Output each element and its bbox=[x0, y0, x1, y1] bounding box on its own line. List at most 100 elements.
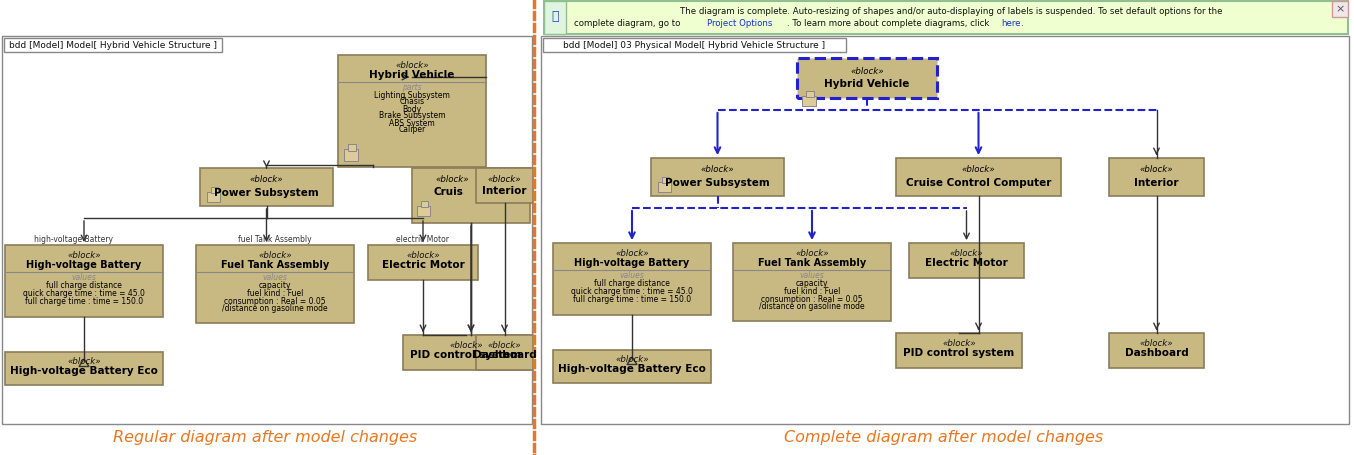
Text: Hybrid Vehicle: Hybrid Vehicle bbox=[825, 79, 910, 89]
FancyBboxPatch shape bbox=[1109, 158, 1204, 196]
Text: Interior: Interior bbox=[1135, 178, 1179, 188]
Text: .: . bbox=[1020, 19, 1022, 27]
FancyBboxPatch shape bbox=[368, 245, 478, 280]
Text: High-voltage Battery: High-voltage Battery bbox=[574, 258, 689, 268]
Text: High-voltage Battery Eco: High-voltage Battery Eco bbox=[9, 365, 158, 375]
Text: Electric Motor: Electric Motor bbox=[382, 259, 464, 269]
Text: Cruis: Cruis bbox=[433, 187, 463, 197]
FancyBboxPatch shape bbox=[543, 38, 846, 52]
FancyBboxPatch shape bbox=[5, 352, 162, 385]
FancyBboxPatch shape bbox=[733, 243, 891, 321]
FancyBboxPatch shape bbox=[4, 38, 222, 52]
Text: capacity: capacity bbox=[259, 282, 291, 290]
Text: «block»: «block» bbox=[949, 248, 983, 258]
FancyBboxPatch shape bbox=[477, 168, 533, 203]
Text: «block»: «block» bbox=[395, 61, 429, 70]
Text: Fuel Tank Assembly: Fuel Tank Assembly bbox=[758, 258, 867, 268]
Text: «block»: «block» bbox=[942, 339, 976, 348]
FancyBboxPatch shape bbox=[658, 182, 672, 192]
Text: fuel kind : Fuel: fuel kind : Fuel bbox=[784, 287, 841, 296]
Text: electric Motor: electric Motor bbox=[397, 234, 450, 243]
Text: values: values bbox=[263, 273, 287, 283]
Text: Chasis: Chasis bbox=[399, 97, 425, 106]
FancyBboxPatch shape bbox=[1, 36, 532, 424]
FancyBboxPatch shape bbox=[542, 36, 1349, 424]
FancyBboxPatch shape bbox=[338, 55, 486, 167]
Text: PID control system: PID control system bbox=[410, 349, 521, 359]
Text: full charge time : time = 150.0: full charge time : time = 150.0 bbox=[573, 294, 691, 303]
Text: ⓘ: ⓘ bbox=[551, 10, 559, 24]
FancyBboxPatch shape bbox=[344, 149, 357, 161]
FancyBboxPatch shape bbox=[651, 158, 784, 196]
Text: quick charge time : time = 45.0: quick charge time : time = 45.0 bbox=[23, 289, 145, 298]
Text: bdd [Model] 03 Physical Model[ Hybrid Vehicle Structure ]: bdd [Model] 03 Physical Model[ Hybrid Ve… bbox=[563, 40, 825, 50]
FancyBboxPatch shape bbox=[200, 168, 333, 206]
Text: bdd [Model] Model[ Hybrid Vehicle Structure ]: bdd [Model] Model[ Hybrid Vehicle Struct… bbox=[9, 40, 217, 50]
Text: High-voltage Battery Eco: High-voltage Battery Eco bbox=[558, 364, 705, 374]
Text: Dashboard: Dashboard bbox=[1125, 348, 1189, 358]
Text: High-voltage Battery: High-voltage Battery bbox=[26, 260, 142, 270]
FancyBboxPatch shape bbox=[544, 1, 1349, 34]
Text: ×: × bbox=[1335, 4, 1345, 14]
FancyBboxPatch shape bbox=[421, 201, 428, 207]
FancyBboxPatch shape bbox=[1109, 333, 1204, 368]
Text: «block»: «block» bbox=[259, 251, 292, 259]
FancyBboxPatch shape bbox=[1332, 1, 1349, 17]
Text: Brake Subsystem: Brake Subsystem bbox=[379, 111, 445, 121]
Text: Interior: Interior bbox=[482, 186, 527, 196]
Text: fuel kind : Fuel: fuel kind : Fuel bbox=[246, 289, 303, 298]
Text: Body: Body bbox=[402, 105, 421, 113]
Text: fuel Tank Assembly: fuel Tank Assembly bbox=[238, 234, 311, 243]
Text: The diagram is complete. Auto-resizing of shapes and/or auto-displaying of label: The diagram is complete. Auto-resizing o… bbox=[680, 6, 1223, 15]
Text: «block»: «block» bbox=[1140, 166, 1174, 175]
Text: «block»: «block» bbox=[1140, 339, 1174, 348]
Text: high-voltage Battery: high-voltage Battery bbox=[34, 234, 114, 243]
FancyBboxPatch shape bbox=[798, 58, 937, 98]
FancyBboxPatch shape bbox=[806, 91, 814, 97]
Text: parts: parts bbox=[402, 84, 422, 92]
Text: «block»: «block» bbox=[68, 358, 100, 366]
FancyBboxPatch shape bbox=[909, 243, 1024, 278]
FancyBboxPatch shape bbox=[403, 335, 529, 370]
Text: Complete diagram after model changes: Complete diagram after model changes bbox=[784, 430, 1104, 445]
Text: PID control system: PID control system bbox=[903, 348, 1014, 358]
Text: Power Subsystem: Power Subsystem bbox=[214, 188, 320, 198]
FancyBboxPatch shape bbox=[552, 243, 711, 315]
FancyBboxPatch shape bbox=[802, 96, 816, 106]
Text: /distance on gasoline mode: /distance on gasoline mode bbox=[760, 302, 865, 311]
FancyBboxPatch shape bbox=[207, 192, 219, 202]
Text: quick charge time : time = 45.0: quick charge time : time = 45.0 bbox=[571, 287, 693, 296]
FancyBboxPatch shape bbox=[896, 158, 1062, 196]
Text: full charge time : time = 150.0: full charge time : time = 150.0 bbox=[24, 297, 144, 305]
Text: complete diagram, go to: complete diagram, go to bbox=[574, 19, 684, 27]
FancyBboxPatch shape bbox=[544, 1, 566, 34]
Text: «block»: «block» bbox=[406, 251, 440, 259]
Text: Power Subsystem: Power Subsystem bbox=[665, 178, 770, 188]
FancyBboxPatch shape bbox=[412, 168, 529, 223]
Text: «block»: «block» bbox=[487, 340, 521, 349]
FancyBboxPatch shape bbox=[348, 144, 356, 151]
FancyBboxPatch shape bbox=[477, 335, 533, 370]
FancyBboxPatch shape bbox=[5, 245, 162, 317]
Text: «block»: «block» bbox=[700, 166, 734, 175]
Text: values: values bbox=[800, 272, 825, 280]
Text: «block»: «block» bbox=[68, 251, 100, 259]
Text: Lighting Subsystem: Lighting Subsystem bbox=[374, 91, 450, 100]
FancyBboxPatch shape bbox=[196, 245, 353, 323]
Text: «block»: «block» bbox=[249, 176, 283, 184]
FancyBboxPatch shape bbox=[417, 206, 431, 216]
Text: «block»: «block» bbox=[450, 340, 483, 349]
Text: . To learn more about complete diagrams, click: . To learn more about complete diagrams,… bbox=[787, 19, 992, 27]
Text: «block»: «block» bbox=[795, 248, 829, 258]
Text: Project Options: Project Options bbox=[707, 19, 772, 27]
Text: Dashboard: Dashboard bbox=[473, 349, 536, 359]
Text: «block»: «block» bbox=[961, 166, 995, 175]
Text: capacity: capacity bbox=[796, 279, 829, 288]
Text: full charge distance: full charge distance bbox=[594, 279, 670, 288]
Text: full charge distance: full charge distance bbox=[46, 282, 122, 290]
FancyBboxPatch shape bbox=[552, 350, 711, 383]
Text: Caliper: Caliper bbox=[398, 126, 425, 135]
FancyBboxPatch shape bbox=[211, 187, 218, 193]
Text: values: values bbox=[620, 272, 645, 280]
Text: values: values bbox=[72, 273, 96, 283]
